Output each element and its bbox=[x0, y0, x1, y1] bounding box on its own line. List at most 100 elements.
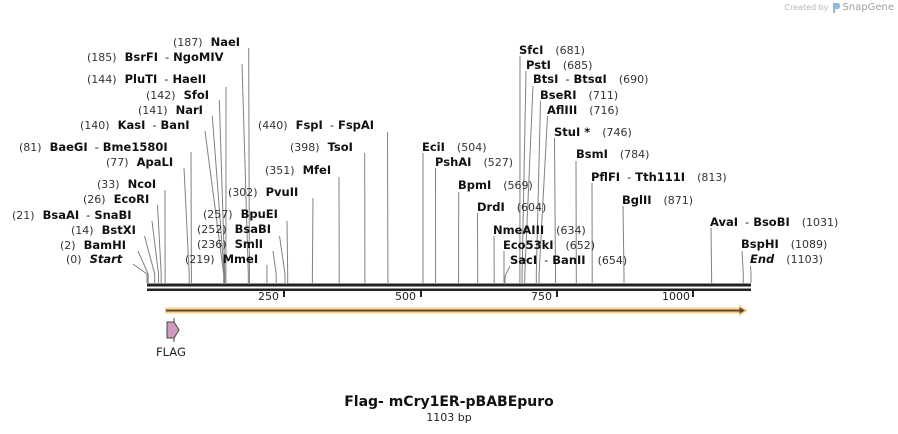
enzyme-name-2: SnaBI bbox=[94, 208, 132, 222]
enzyme-name-2: Tth111I bbox=[635, 170, 686, 184]
site-label-ncoi[interactable]: (33) NcoI bbox=[97, 177, 156, 191]
enzyme-name: StuI bbox=[554, 125, 581, 139]
enzyme-name: SacI bbox=[510, 253, 538, 267]
site-position: (652) bbox=[565, 239, 596, 252]
site-label-start[interactable]: (0) Start bbox=[66, 252, 122, 266]
enzyme-name: PshAI bbox=[435, 155, 472, 169]
site-label-apali[interactable]: (77) ApaLI bbox=[106, 155, 173, 169]
site-position: (141) bbox=[138, 104, 168, 117]
site-position: (604) bbox=[516, 201, 547, 214]
site-label-sfci[interactable]: SfcI (681) bbox=[519, 43, 585, 57]
enzyme-name-2: HaeII bbox=[172, 72, 207, 86]
enzyme-name: SmlI bbox=[234, 237, 264, 251]
site-label-psti[interactable]: PstI (685) bbox=[526, 58, 592, 72]
site-label-fspi[interactable]: (440) FspI - FspAI bbox=[258, 118, 374, 132]
site-label-stui[interactable]: StuI * (746) bbox=[554, 125, 632, 139]
site-label-eco53ki[interactable]: Eco53kI (652) bbox=[503, 238, 595, 252]
site-label-afliii[interactable]: AflIII (716) bbox=[547, 103, 619, 117]
site-position: (527) bbox=[483, 156, 514, 169]
site-label-saci[interactable]: SacI - BanII (654) bbox=[510, 253, 627, 267]
site-position: (302) bbox=[228, 186, 258, 199]
site-label-bseri[interactable]: BseRI (711) bbox=[540, 88, 618, 102]
enzyme-name: KasI bbox=[117, 118, 146, 132]
enzyme-name: EcoRI bbox=[113, 192, 150, 206]
ruler-ticks bbox=[283, 290, 694, 297]
ruler-tick-label: 250 bbox=[258, 290, 279, 303]
site-label-nari[interactable]: (141) NarI bbox=[138, 103, 203, 117]
site-label-mmei[interactable]: (219) MmeI bbox=[185, 252, 258, 266]
site-label-pflfi[interactable]: PflFI - Tth111I (813) bbox=[591, 170, 727, 184]
enzyme-name: BsmI bbox=[576, 147, 608, 161]
feature-label-flag[interactable]: FLAG bbox=[156, 345, 186, 359]
enzyme-name: MfeI bbox=[302, 163, 332, 177]
site-label-pvuii[interactable]: (302) PvuII bbox=[228, 185, 298, 199]
enzyme-name: BsaBI bbox=[234, 222, 272, 236]
site-label-tsoi[interactable]: (398) TsoI bbox=[290, 140, 353, 154]
enzyme-name-2: Bme1580I bbox=[102, 140, 168, 154]
enzyme-name: NmeAIII bbox=[493, 223, 545, 237]
enzyme-name-2: BanI bbox=[160, 118, 190, 132]
site-label-pluti[interactable]: (144) PluTI - HaeII bbox=[87, 72, 206, 86]
enzyme-name: BtsI bbox=[533, 72, 559, 86]
dcm-methylation-asterisk: * bbox=[584, 125, 591, 139]
site-label-ecii[interactable]: EciI (504) bbox=[422, 140, 487, 154]
enzyme-name: BamHI bbox=[83, 238, 127, 252]
site-label-bpuei[interactable]: (257) BpuEI bbox=[203, 207, 278, 221]
orf-arrow bbox=[165, 304, 748, 317]
site-label-bsrfi[interactable]: (185) BsrFI - NgoMIV bbox=[87, 50, 224, 64]
ruler-tick-label: 1000 bbox=[662, 290, 690, 303]
site-position: (681) bbox=[555, 44, 585, 57]
site-label-bpmi[interactable]: BpmI (569) bbox=[458, 178, 533, 192]
site-label-naei[interactable]: (187) NaeI bbox=[173, 35, 240, 49]
enzyme-name: NarI bbox=[175, 103, 203, 117]
enzyme-name: PvuII bbox=[265, 185, 299, 199]
site-label-bsphi[interactable]: BspHI (1089) bbox=[741, 237, 827, 251]
site-position: (1089) bbox=[790, 238, 828, 251]
site-position: (716) bbox=[589, 104, 619, 117]
map-title: Flag- mCry1ER-pBABEpuro bbox=[344, 394, 554, 410]
enzyme-name-2: NgoMIV bbox=[173, 50, 224, 64]
site-label-avai[interactable]: AvaI - BsoBI (1031) bbox=[710, 215, 838, 229]
site-label-bsaai[interactable]: (21) BsaAI - SnaBI bbox=[12, 208, 132, 222]
separator: - bbox=[627, 170, 632, 184]
enzyme-name: BsaAI bbox=[42, 208, 80, 222]
site-position: (2) bbox=[60, 239, 76, 252]
snapgene-logo-icon bbox=[833, 2, 841, 13]
site-label-end[interactable]: End (1103) bbox=[750, 252, 823, 266]
site-label-mfei[interactable]: (351) MfeI bbox=[265, 163, 331, 177]
site-position: (142) bbox=[146, 89, 176, 102]
site-label-bamhi[interactable]: (2) BamHI bbox=[60, 238, 126, 252]
site-position: (690) bbox=[618, 73, 649, 86]
site-position: (0) bbox=[66, 253, 82, 266]
site-label-pshai[interactable]: PshAI (527) bbox=[435, 155, 513, 169]
site-position: (185) bbox=[87, 51, 117, 64]
enzyme-name: ApaLI bbox=[136, 155, 174, 169]
site-label-kasi[interactable]: (140) KasI - BanI bbox=[80, 118, 190, 132]
site-position: (33) bbox=[97, 178, 120, 191]
site-label-bsmi[interactable]: BsmI (784) bbox=[576, 147, 649, 161]
separator: - bbox=[165, 50, 170, 64]
site-label-baegi[interactable]: (81) BaeGI - Bme1580I bbox=[19, 140, 168, 154]
site-label-bstxi[interactable]: (14) BstXI bbox=[71, 223, 136, 237]
site-label-bglii[interactable]: BglII (871) bbox=[622, 193, 693, 207]
site-position: (1031) bbox=[801, 216, 839, 229]
site-position: (140) bbox=[80, 119, 110, 132]
site-label-smli[interactable]: (236) SmlI bbox=[197, 237, 263, 251]
enzyme-name: DrdI bbox=[477, 200, 505, 214]
enzyme-name: Eco53kI bbox=[503, 238, 554, 252]
site-position: (398) bbox=[290, 141, 320, 154]
site-label-bsabi[interactable]: (252) BsaBI bbox=[197, 222, 271, 236]
flag-feature-icon bbox=[166, 318, 180, 342]
site-label-nmeaiii[interactable]: NmeAIII (634) bbox=[493, 223, 586, 237]
site-position: (21) bbox=[12, 209, 35, 222]
site-label-btsi[interactable]: BtsI - BtsαI (690) bbox=[533, 72, 648, 86]
site-position: (144) bbox=[87, 73, 117, 86]
enzyme-name: FspI bbox=[295, 118, 323, 132]
site-position: (685) bbox=[562, 59, 593, 72]
site-position: (219) bbox=[185, 253, 215, 266]
site-label-drdi[interactable]: DrdI (604) bbox=[477, 200, 546, 214]
site-label-sfoi[interactable]: (142) SfoI bbox=[146, 88, 209, 102]
created-by-text: Created by bbox=[784, 3, 829, 12]
site-label-ecori[interactable]: (26) EcoRI bbox=[83, 192, 149, 206]
